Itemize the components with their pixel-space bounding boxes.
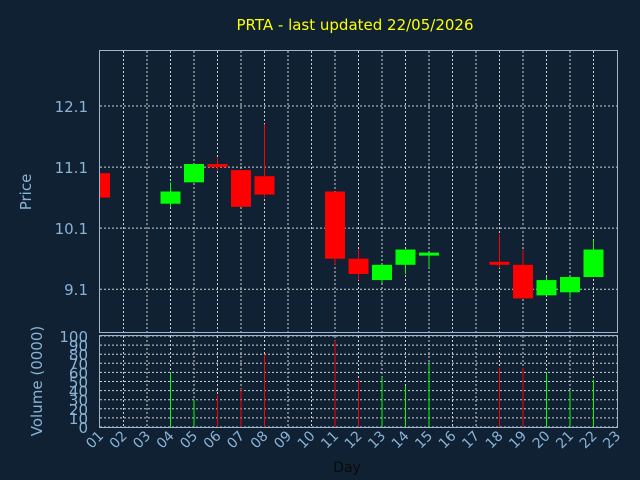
volume-axis-label: Volume (0000) (28, 326, 46, 436)
candle-body (372, 264, 392, 281)
candle-body (536, 280, 557, 296)
volume-tick-label: 100 (59, 328, 88, 346)
candle-body (395, 249, 416, 265)
volume-tick-label: 50 (69, 374, 88, 392)
volume-tick-label: 0 (78, 419, 88, 437)
volume-tick-label: 70 (69, 355, 88, 373)
candle-body (348, 258, 369, 274)
volume-bars (170, 340, 594, 427)
price-axis-label: Price (17, 174, 35, 211)
candle-body (254, 176, 275, 195)
candle-body (207, 164, 228, 168)
volume-tick-label: 40 (69, 383, 88, 401)
x-tick-labels: 01 02 03 04 05 06 07 08 09 10 11 12 13 14 15 16 17 18 19 20… (83, 428, 624, 452)
price-tick-label: 12.1 (55, 98, 88, 116)
volume-tick-label: 80 (69, 346, 88, 364)
volume-tick-label: 10 (69, 410, 88, 428)
volume-tick-label: 20 (69, 401, 88, 419)
chart-title: PRTA - last updated 22/05/2026 (236, 16, 473, 34)
volume-tick-label: 30 (69, 392, 88, 410)
price-tick-labels: 9.1 10.1 11.1 12.1 (55, 98, 88, 299)
candle-body (513, 264, 533, 299)
x-axis-label: Day (333, 460, 361, 476)
candle-body (231, 170, 251, 207)
candle-body (583, 249, 604, 278)
candle-body (560, 277, 580, 293)
candles (99, 124, 604, 299)
candle-body (419, 252, 439, 256)
price-tick-label: 11.1 (55, 159, 88, 177)
candle-body (160, 191, 181, 204)
price-tick-label: 9.1 (64, 281, 88, 299)
volume-tick-label: 90 (69, 337, 88, 355)
candle-body (100, 173, 110, 198)
candle-body (489, 261, 510, 265)
candle-body (325, 191, 345, 259)
volume-tick-label: 60 (69, 364, 88, 382)
price-tick-label: 10.1 (55, 220, 88, 238)
price-panel-frame (99, 50, 618, 333)
volume-panel-frame (99, 335, 618, 428)
candle-body (184, 164, 204, 183)
